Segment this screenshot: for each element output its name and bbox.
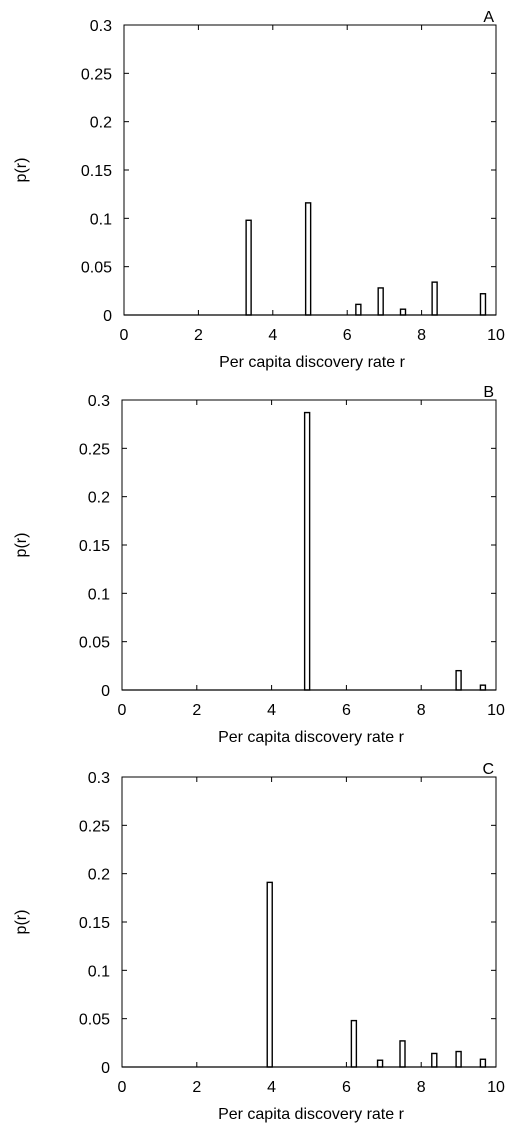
y-tick-label: 0.05: [81, 260, 112, 277]
x-tick-label: 2: [194, 327, 203, 344]
x-axis-label: Per capita discovery rate r: [218, 1106, 405, 1123]
bar: [399, 308, 407, 316]
y-tick-label: 0.1: [88, 963, 110, 980]
x-tick-label: 4: [268, 327, 277, 344]
bar: [303, 411, 311, 691]
x-tick-label: 10: [487, 1079, 505, 1096]
bar: [350, 1019, 358, 1068]
y-tick-label: 0.1: [88, 586, 110, 603]
x-axis-label: Per capita discovery rate r: [218, 729, 405, 746]
bar: [245, 219, 252, 316]
y-tick-label: 0.1: [90, 211, 112, 228]
x-tick-label: 0: [120, 327, 129, 344]
x-tick-label: 10: [487, 702, 505, 719]
bar: [479, 293, 487, 316]
panel-letter: B: [483, 384, 494, 401]
bar: [479, 684, 487, 691]
bar: [479, 1058, 487, 1068]
y-tick-label: 0.15: [79, 538, 110, 555]
panel-letter: C: [482, 761, 494, 778]
x-tick-label: 6: [343, 327, 352, 344]
bar: [355, 303, 362, 316]
plot-frame: [121, 776, 497, 1068]
panel-letter: A: [483, 9, 494, 26]
bar: [376, 1059, 384, 1068]
y-axis-label: p(r): [13, 158, 30, 183]
x-tick-label: 4: [267, 1079, 276, 1096]
x-tick-label: 2: [192, 702, 201, 719]
y-tick-label: 0.25: [79, 818, 110, 835]
x-tick-label: 4: [267, 702, 276, 719]
y-tick-label: 0: [101, 683, 110, 700]
chart-panel-b: 0 2 4 6 8 10 0 0.05 0.1 0.15 0.2 0.25 0.3 Per capita …: [13, 384, 505, 746]
x-tick-label: 8: [417, 702, 426, 719]
y-tick-label: 0.3: [88, 393, 110, 410]
y-tick-label: 0.2: [90, 115, 112, 132]
bar: [399, 1040, 406, 1068]
chart-panel-c: 0 2 4 6 8 10 0 0.05 0.1 0.15 0.2 0.25 0.3 Per capita …: [13, 761, 505, 1123]
chart-panel-a: 0 2 4 6 8 10 0 0.05 0.1 0.15 0.2 0.25 0.3 Per capita …: [13, 9, 505, 371]
y-axis-label: p(r): [13, 910, 30, 935]
x-tick-label: 8: [417, 1079, 426, 1096]
y-tick-label: 0: [103, 308, 112, 325]
y-tick-label: 0.05: [79, 635, 110, 652]
y-tick-label: 0.3: [88, 770, 110, 787]
y-tick-label: 0.25: [79, 441, 110, 458]
y-tick-label: 0.25: [81, 66, 112, 83]
x-tick-label: 10: [487, 327, 505, 344]
x-tick-label: 0: [118, 702, 127, 719]
x-tick-label: 0: [118, 1079, 127, 1096]
y-tick-label: 0.05: [79, 1012, 110, 1029]
bar: [377, 287, 384, 316]
bar: [431, 281, 438, 316]
bar: [266, 881, 273, 1068]
x-tick-label: 6: [342, 1079, 351, 1096]
y-tick-label: 0: [101, 1060, 110, 1077]
bar: [431, 1052, 438, 1068]
y-tick-label: 0.2: [88, 490, 110, 507]
bar: [455, 1050, 462, 1068]
x-axis-label: Per capita discovery rate r: [219, 354, 406, 371]
y-tick-label: 0.2: [88, 867, 110, 884]
y-tick-label: 0.15: [79, 915, 110, 932]
bar: [455, 669, 462, 691]
y-tick-label: 0.3: [90, 18, 112, 35]
y-tick-label: 0.15: [81, 163, 112, 180]
y-axis-label: p(r): [13, 533, 30, 558]
x-tick-label: 8: [417, 327, 426, 344]
bar: [304, 202, 312, 316]
x-tick-label: 6: [342, 702, 351, 719]
x-tick-label: 2: [192, 1079, 201, 1096]
